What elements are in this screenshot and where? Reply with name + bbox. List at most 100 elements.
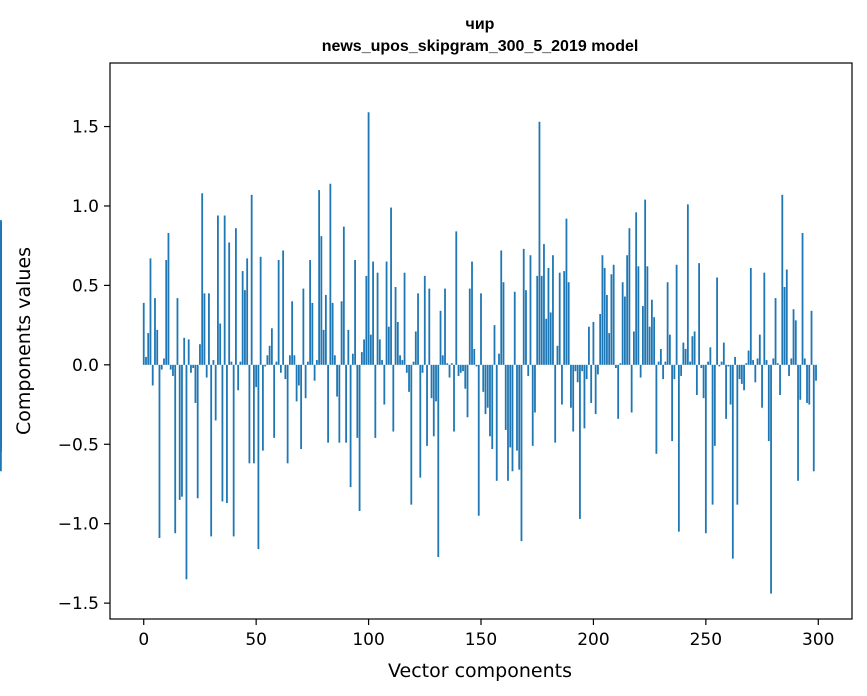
bar-247: [698, 263, 700, 365]
bar-229: [657, 361, 660, 365]
bar-266: [740, 364, 743, 384]
bar-164: [511, 364, 514, 472]
bar-12: [169, 364, 172, 370]
bar-254: [713, 364, 716, 446]
bar-277: [765, 360, 768, 365]
bar-172: [529, 255, 532, 365]
bar-173: [531, 364, 534, 446]
bar-208: [610, 274, 613, 365]
bar-273: [756, 358, 759, 365]
bar-245: [693, 331, 696, 365]
bar-260: [727, 364, 730, 367]
bar-21: [190, 364, 192, 373]
bar-209: [612, 264, 615, 365]
bar-2: [147, 333, 150, 365]
y-tick-label: 1.0: [72, 197, 99, 217]
bar-80: [322, 329, 325, 365]
bar-155: [491, 364, 494, 450]
bar-10: [165, 259, 168, 365]
bar-83: [329, 183, 332, 365]
bar-56: [268, 345, 271, 365]
bar-202: [597, 364, 599, 375]
bar-226: [650, 299, 653, 365]
bar-160: [502, 282, 505, 365]
bar-262: [731, 364, 734, 559]
x-axis: 0 50 100 150 200 250 300: [138, 619, 834, 650]
bar-69: [297, 364, 300, 386]
bar-184: [556, 345, 559, 365]
y-axis: −1.5 −1.0 −0.5 0.0 0.5 1.0 1.5: [58, 118, 110, 614]
bar-55: [266, 355, 269, 365]
chart-subtitle: news_upos_skipgram_300_5_2019 model: [322, 38, 639, 55]
bar-246: [695, 364, 698, 396]
y-tick-label: 1.5: [72, 118, 99, 138]
bar-176: [538, 121, 541, 365]
bar-103: [374, 364, 377, 438]
bar-145: [468, 288, 471, 365]
bar-264: [736, 364, 739, 505]
bar-287: [788, 364, 790, 376]
bar-296: [808, 364, 811, 405]
bar-67: [293, 355, 296, 365]
bar-225: [648, 326, 651, 365]
bar-152: [484, 364, 487, 415]
bar-250: [704, 364, 707, 534]
bar-154: [489, 364, 491, 437]
bar-178: [543, 244, 545, 365]
bar-283: [779, 364, 781, 396]
bar-141: [459, 364, 462, 373]
bar-181: [549, 312, 552, 365]
bar-85: [333, 355, 336, 365]
bar-100: [367, 112, 370, 365]
bar-4: [151, 364, 154, 386]
bar-187: [563, 271, 566, 365]
bar-86: [336, 364, 338, 397]
bar-222: [641, 306, 644, 365]
bar-227: [653, 317, 656, 365]
bar-214: [624, 296, 626, 365]
bar-0: [142, 302, 145, 365]
bar-234: [668, 334, 671, 365]
bar-43: [239, 361, 242, 365]
bar-146: [471, 261, 473, 365]
bar-169: [522, 248, 525, 365]
bar-144: [466, 364, 469, 418]
bar-54: [264, 364, 267, 367]
bar-19: [185, 364, 188, 580]
bar-257: [720, 361, 723, 365]
bar-71: [302, 288, 305, 365]
bar-16: [178, 364, 181, 500]
bar-63: [284, 364, 287, 380]
y-tick-label: 0.5: [72, 276, 99, 296]
bar-282: [776, 363, 779, 365]
y-tick-label: 0.0: [72, 356, 99, 376]
bar-73: [306, 361, 309, 365]
bar-275: [761, 364, 763, 408]
bar-218: [633, 331, 635, 365]
bar-298: [812, 364, 815, 472]
bar-231: [662, 364, 665, 380]
bar-189: [567, 282, 570, 365]
bar-269: [747, 350, 750, 365]
bar-212: [619, 363, 622, 365]
bar-183: [554, 364, 557, 443]
bar-150: [480, 293, 482, 365]
bar-267: [743, 364, 745, 391]
bar-163: [509, 364, 512, 448]
bar-213: [621, 282, 624, 365]
bar-237: [675, 264, 678, 365]
bar-41: [235, 228, 237, 365]
bar-242: [686, 204, 689, 365]
bar-34: [219, 323, 222, 365]
bar-147: [473, 348, 476, 365]
bar-140: [457, 364, 460, 376]
bar-295: [806, 364, 808, 403]
bar-135: [446, 363, 449, 365]
bar-224: [646, 266, 649, 365]
bar-119: [410, 364, 413, 505]
bar-188: [565, 218, 568, 365]
bar-177: [540, 275, 543, 365]
bar-265: [738, 364, 741, 380]
x-tick-label: 50: [245, 630, 267, 650]
bar-196: [583, 364, 586, 429]
